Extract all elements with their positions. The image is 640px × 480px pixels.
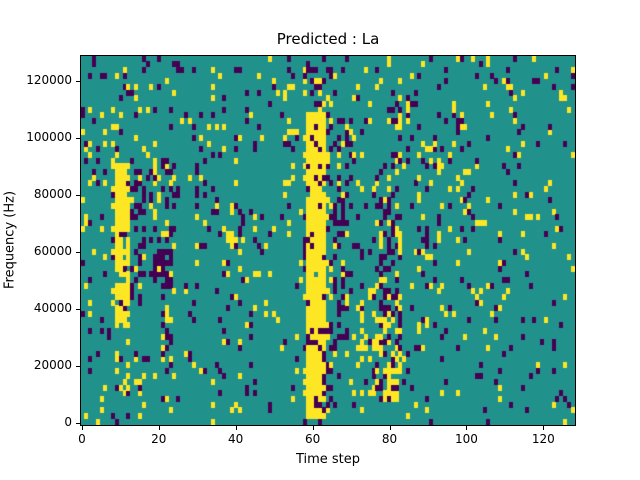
y-tick-mark bbox=[76, 366, 80, 368]
x-tick-label: 120 bbox=[531, 432, 555, 446]
x-tick-mark bbox=[543, 426, 545, 430]
x-axis-label: Time step bbox=[295, 452, 361, 467]
y-axis-label: Frequency (Hz) bbox=[2, 190, 18, 290]
y-tick-label: 120000 bbox=[26, 72, 72, 87]
y-tick-label: 0 bbox=[64, 415, 72, 430]
y-tick-mark bbox=[76, 80, 80, 82]
x-tick-mark bbox=[158, 426, 160, 430]
x-tick-label: 60 bbox=[304, 432, 321, 446]
x-tick-label: 40 bbox=[228, 432, 244, 446]
x-tick-label: 0 bbox=[78, 432, 86, 446]
y-tick-label: 20000 bbox=[33, 358, 72, 373]
y-tick-label: 40000 bbox=[33, 301, 72, 315]
x-tick-mark bbox=[81, 426, 83, 430]
y-tick-mark bbox=[76, 309, 80, 310]
x-tick-mark bbox=[466, 426, 468, 430]
x-tick-mark bbox=[312, 426, 314, 430]
y-tick-label: 60000 bbox=[33, 243, 72, 258]
x-tick-mark bbox=[235, 426, 237, 430]
plot-area bbox=[80, 55, 576, 426]
x-tick-label: 80 bbox=[381, 432, 398, 446]
y-tick-mark bbox=[76, 423, 80, 425]
y-tick-label: 100000 bbox=[26, 129, 72, 144]
y-tick-mark bbox=[76, 137, 80, 139]
y-tick-mark bbox=[76, 251, 80, 253]
x-tick-label: 20 bbox=[151, 432, 167, 446]
chart-title: Predicted : La bbox=[276, 30, 380, 48]
x-tick-mark bbox=[389, 426, 391, 430]
y-tick-label: 80000 bbox=[33, 186, 72, 201]
y-tick-mark bbox=[76, 194, 80, 196]
heatmap-plot bbox=[81, 56, 575, 425]
x-tick-label: 100 bbox=[454, 432, 478, 446]
